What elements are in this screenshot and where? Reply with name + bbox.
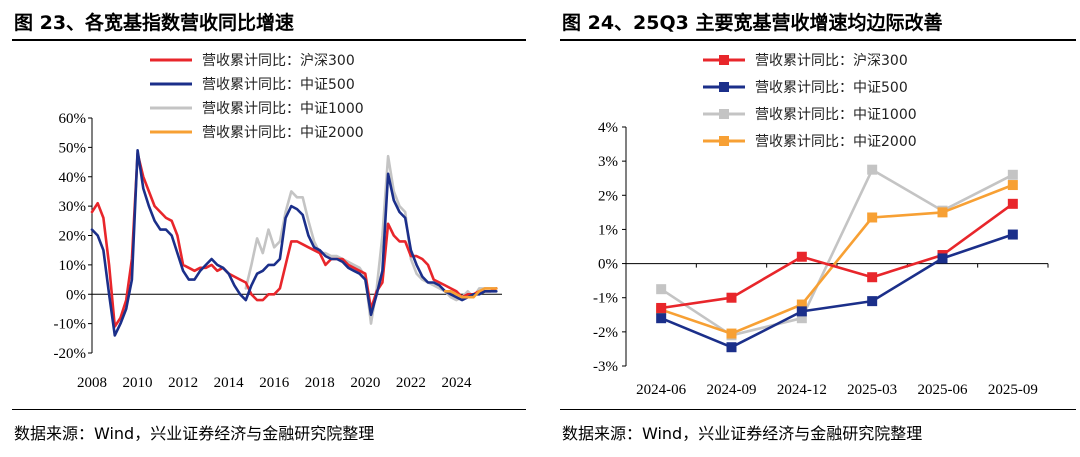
left-x-tick-label: 2012 [168,375,198,391]
left-y-tick-label: 40% [59,170,87,186]
right-x-tick-label: 2025-03 [847,382,897,398]
left-x-tick-label: 2010 [123,375,153,391]
right-legend-label-zz2000: 营收累计同比：中证2000 [755,134,917,150]
right-x-tick-label: 2024-12 [777,382,827,398]
right-point-marker-zz2000 [937,207,948,218]
right-point-marker-zz2000 [796,299,807,310]
right-series-line-zz2000 [660,183,1014,335]
left-series-line-hs300 [90,152,498,328]
left-y-tick-label: 30% [59,199,87,215]
right-legend-marker-zz500 [719,82,729,92]
right-x-tick-label: 2025-09 [988,382,1038,398]
right-point-marker-zz2000 [867,212,878,223]
right-source-note: 数据来源：Wind，兴业证券经济与金融研究院整理 [562,424,923,443]
left-x-tick-label: 2020 [350,375,380,391]
right-point-marker-zz1000 [1007,169,1018,180]
right-y-tick-label: 1% [598,222,618,238]
left-x-tick-label: 2016 [259,375,290,391]
right-legend-marker-zz1000 [719,109,729,119]
left-x-tick-label: 2014 [214,375,245,391]
left-x-tick-label: 2018 [305,375,335,391]
left-source-note: 数据来源：Wind，兴业证券经济与金融研究院整理 [14,424,375,443]
right-point-marker-hs300 [726,292,737,303]
right-y-tick-label: 0% [598,257,618,273]
left-source-rule [12,409,526,410]
right-point-marker-zz500 [726,342,737,353]
left-series-line-zz2000 [443,287,498,299]
left-y-tick-label: -10% [54,317,87,333]
right-y-tick-label: 4% [598,120,618,136]
right-y-tick-label: 2% [598,188,618,204]
left-x-tick-label: 2008 [77,375,107,391]
right-point-marker-zz1000 [656,284,667,295]
left-series-line-zz500 [90,149,498,337]
right-title-rule [560,39,1076,41]
right-x-tick-label: 2024-06 [636,382,686,398]
right-chart-title: 图 24、25Q3 主要宽基营收增速均边际改善 [562,12,943,34]
left-y-tick-label: 50% [59,140,87,156]
right-line-chart: 4% 3% 2% 1% 0% -1% -2% -3% 2024-06 2024-09 2024-12… [593,53,1049,398]
right-point-marker-hs300 [796,251,807,262]
right-series-line-zz500 [660,233,1014,349]
right-y-tick-label: 3% [598,154,618,170]
right-point-marker-zz500 [796,306,807,317]
left-x-tick-label: 2022 [396,375,426,391]
left-legend-label-zz500: 营收累计同比：中证500 [202,77,355,93]
left-y-tick-label: 10% [59,258,87,274]
right-x-tick-label: 2025-06 [918,382,968,398]
right-x-tick-label: 2024-09 [707,382,757,398]
left-y-tick-label: 60% [59,111,87,127]
left-series-line-zz1000 [244,154,498,325]
right-point-marker-zz500 [656,313,667,324]
right-legend-label-zz500: 营收累计同比：中证500 [755,80,908,96]
right-point-marker-hs300 [867,272,878,283]
right-legend-marker-hs300 [719,55,729,65]
left-legend-label-zz1000: 营收累计同比：中证1000 [202,101,364,117]
right-legend-label-zz1000: 营收累计同比：中证1000 [755,107,917,123]
left-legend-label-hs300: 营收累计同比：沪深300 [202,53,355,69]
right-point-marker-zz2000 [1007,180,1018,191]
right-point-marker-zz1000 [867,164,878,175]
right-series-line-hs300 [661,202,1014,310]
right-legend-label-hs300: 营收累计同比：沪深300 [755,53,908,69]
left-legend-label-zz2000: 营收累计同比：中证2000 [202,125,364,141]
right-point-marker-zz1000 [796,313,807,324]
right-point-marker-hs300 [656,302,667,313]
right-point-marker-zz500 [867,296,878,307]
left-y-tick-label: -20% [54,346,87,362]
left-chart-title: 图 23、各宽基指数营收同比增速 [14,12,295,34]
right-y-tick-label: -1% [593,291,618,307]
left-x-tick-label: 2024 [441,375,472,391]
right-legend-marker-zz2000 [719,136,729,146]
left-y-tick-label: 0% [66,287,86,303]
right-point-marker-zz2000 [726,328,737,339]
right-y-tick-label: -2% [593,325,618,341]
left-title-rule [12,39,526,41]
left-y-tick-label: 20% [59,229,87,245]
right-chart-panel: 图 24、25Q3 主要宽基营收增速均边际改善 4% 3% 2% 1% 0% -1% -2%… [548,0,1080,457]
right-source-rule [560,409,1076,410]
right-point-marker-zz500 [937,253,948,264]
left-chart-panel: 图 23、各宽基指数营收同比增速 60% 50% 40% 30% 20% 10% 0% -10… [0,0,530,457]
right-point-marker-zz500 [1007,229,1018,240]
right-point-marker-hs300 [1007,198,1018,209]
right-y-tick-label: -3% [593,359,618,375]
left-line-chart: 60% 50% 40% 30% 20% 10% 0% -10% -20% 2008 2010 2012… [54,53,502,391]
right-series-line-zz1000 [660,168,1014,337]
